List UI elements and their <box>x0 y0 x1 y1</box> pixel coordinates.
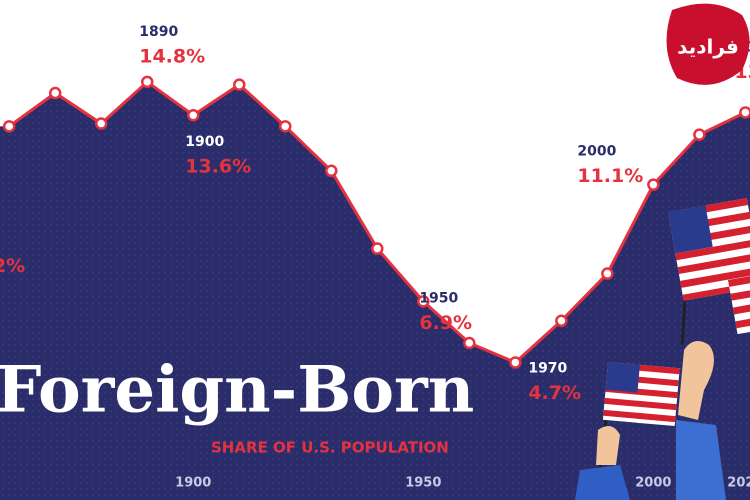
value-label: 6.9% <box>419 312 472 334</box>
value-label: 4.7% <box>528 382 581 404</box>
data-point <box>463 336 476 350</box>
chart-title: Foreign-Born <box>0 353 474 428</box>
point-year: 1900 <box>185 134 224 150</box>
data-point <box>693 128 706 141</box>
data-point <box>2 120 16 133</box>
data-point <box>417 295 430 308</box>
x-tick-label: 1900 <box>175 476 211 491</box>
logo-text: فرادید <box>677 35 739 59</box>
value-label: 14.8% <box>139 45 205 67</box>
data-point <box>555 314 568 328</box>
value-label: 13.2% <box>0 255 25 277</box>
chart-subtitle: SHARE OF U.S. POPULATION <box>211 439 449 457</box>
x-tick-label: 2020 <box>727 476 750 491</box>
plot-area: 1900195020002020186013.2%189014.8%190013… <box>0 24 750 500</box>
data-point <box>233 78 246 91</box>
point-year: 1950 <box>419 290 458 306</box>
data-point <box>739 106 750 119</box>
data-point <box>325 164 338 178</box>
data-point <box>509 356 522 369</box>
data-point <box>48 86 62 100</box>
data-point <box>647 178 660 191</box>
data-point <box>279 120 292 133</box>
flags <box>575 198 750 500</box>
area-texture <box>0 81 750 500</box>
point-year: 2000 <box>577 144 616 160</box>
logo: فرادید <box>666 3 750 85</box>
x-tick-label: 2000 <box>635 476 671 491</box>
data-point <box>94 117 108 130</box>
value-label: 13.6% <box>185 156 251 178</box>
point-year: 1890 <box>139 24 178 40</box>
value-label: 11.1% <box>577 165 643 187</box>
data-point <box>601 267 614 280</box>
data-point <box>140 75 154 89</box>
data-point <box>187 108 200 122</box>
data-point <box>371 242 384 255</box>
point-year: 1970 <box>528 360 567 376</box>
x-tick-label: 1950 <box>405 476 441 491</box>
